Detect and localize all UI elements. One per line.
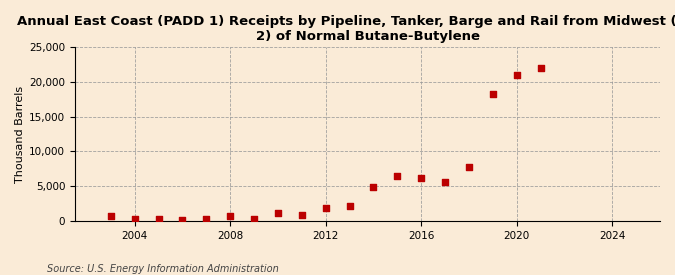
Point — [177, 218, 188, 222]
Point — [439, 180, 450, 184]
Point — [368, 185, 379, 189]
Point — [225, 214, 236, 218]
Point — [296, 213, 307, 218]
Point — [201, 217, 212, 221]
Point — [273, 211, 284, 216]
Point — [248, 217, 259, 221]
Text: Source: U.S. Energy Information Administration: Source: U.S. Energy Information Administ… — [47, 264, 279, 274]
Point — [321, 206, 331, 211]
Point — [344, 204, 355, 209]
Point — [392, 174, 403, 179]
Point — [535, 66, 546, 70]
Y-axis label: Thousand Barrels: Thousand Barrels — [15, 86, 25, 183]
Point — [416, 176, 427, 180]
Point — [130, 217, 140, 221]
Title: Annual East Coast (PADD 1) Receipts by Pipeline, Tanker, Barge and Rail from Mid: Annual East Coast (PADD 1) Receipts by P… — [17, 15, 675, 43]
Point — [105, 214, 116, 218]
Point — [464, 164, 475, 169]
Point — [487, 91, 498, 96]
Point — [512, 73, 522, 77]
Point — [153, 217, 164, 221]
